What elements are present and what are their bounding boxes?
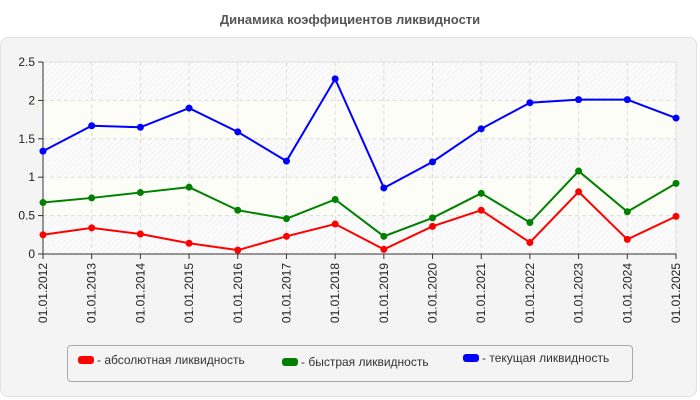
svg-text:2: 2	[28, 93, 35, 107]
legend-label: - текущая ликвидность	[482, 351, 610, 365]
svg-text:01.01.2015: 01.01.2015	[182, 263, 196, 323]
legend-label: - абсолютная ликвидность	[97, 353, 245, 367]
svg-text:01.01.2019: 01.01.2019	[377, 263, 391, 323]
legend-item-current: - текущая ликвидность	[463, 351, 609, 365]
svg-text:1.5: 1.5	[18, 132, 35, 146]
legend: - абсолютная ликвидность - быстрая ликви…	[67, 345, 633, 382]
svg-text:0: 0	[28, 247, 35, 261]
legend-item-quick: - быстрая ликвидность	[282, 355, 429, 369]
svg-text:01.01.2013: 01.01.2013	[85, 263, 99, 323]
svg-text:01.01.2016: 01.01.2016	[231, 263, 245, 323]
svg-text:01.01.2020: 01.01.2020	[426, 263, 440, 323]
svg-text:01.01.2025: 01.01.2025	[669, 263, 683, 323]
svg-text:01.01.2014: 01.01.2014	[133, 263, 147, 323]
svg-text:01.01.2018: 01.01.2018	[328, 263, 342, 323]
blue-swatch-icon	[463, 354, 479, 362]
svg-text:01.01.2022: 01.01.2022	[523, 263, 537, 323]
green-swatch-icon	[282, 358, 298, 366]
chart-title: Динамика коэффициентов ликвидности	[219, 12, 481, 27]
svg-text:01.01.2012: 01.01.2012	[36, 263, 50, 323]
red-swatch-icon	[78, 356, 94, 364]
svg-text:2.5: 2.5	[18, 55, 35, 69]
svg-text:01.01.2021: 01.01.2021	[474, 263, 488, 323]
svg-text:01.01.2024: 01.01.2024	[620, 263, 634, 323]
svg-text:0.5: 0.5	[18, 209, 35, 223]
svg-text:01.01.2017: 01.01.2017	[279, 263, 293, 323]
svg-text:1: 1	[28, 170, 35, 184]
legend-label: - быстрая ликвидность	[301, 355, 429, 369]
svg-text:01.01.2023: 01.01.2023	[572, 263, 586, 323]
legend-item-absolute: - абсолютная ликвидность	[78, 353, 245, 367]
